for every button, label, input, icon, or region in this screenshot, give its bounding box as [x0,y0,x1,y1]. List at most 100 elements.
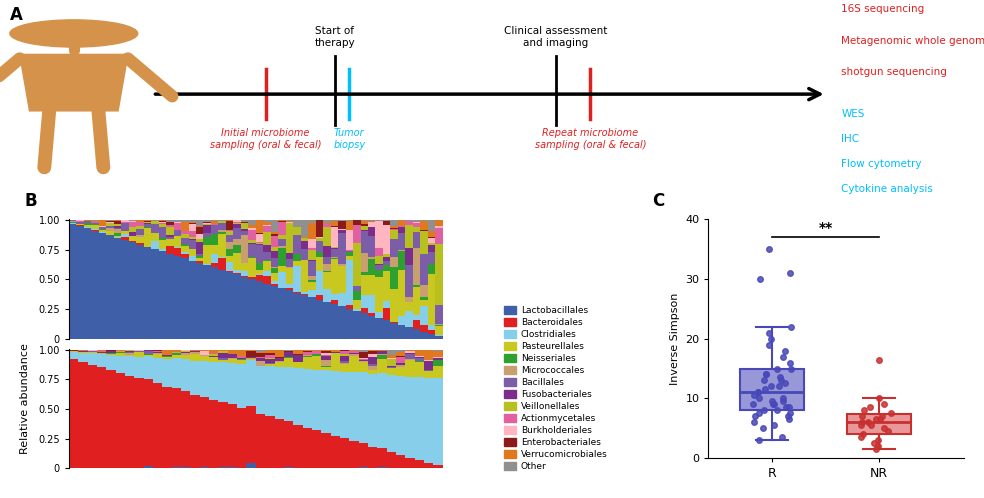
Point [853,433,869,441]
Bar [88,354,97,365]
Bar [368,316,376,339]
Text: WES: WES [841,109,865,119]
Bar [106,355,116,370]
Bar [129,236,136,241]
Bar [293,220,301,227]
Bar [247,351,256,357]
Bar [92,230,98,231]
Bar [210,350,218,353]
Point [871,394,887,402]
Bar [360,226,368,230]
Bar [166,225,173,227]
Bar [241,220,248,222]
Bar [136,226,144,229]
Bar [98,233,106,339]
Bar [200,355,210,356]
Point [877,424,892,432]
Bar [106,224,114,226]
Bar [338,229,345,230]
Bar [129,242,136,339]
Bar [210,357,218,363]
Bar [368,358,378,364]
Bar [323,264,331,271]
Bar [204,245,211,263]
Point [870,436,886,444]
Bar [340,357,349,361]
Point [863,403,879,411]
Bar [387,355,397,358]
Bar [405,248,413,265]
Bar [218,231,226,232]
Bar [144,228,152,247]
Bar [368,374,378,447]
Point [758,385,773,393]
Bar [173,236,181,247]
Bar [303,369,312,427]
Bar [275,419,284,468]
Bar [424,361,434,371]
Point [872,356,888,364]
Bar [285,267,293,284]
Bar [420,297,428,299]
Text: **: ** [819,221,832,235]
Bar [98,230,106,232]
Point [874,412,890,420]
Point [761,341,776,349]
Bar [218,351,228,353]
Bar [181,234,189,238]
Bar [256,242,264,243]
Bar [248,241,256,243]
Bar [196,256,204,257]
Bar [308,290,316,297]
Bar [181,252,189,254]
Bar [424,378,434,463]
Bar [323,228,331,246]
Bar [415,377,424,460]
Bar [353,300,360,309]
Bar [434,465,443,468]
Point [774,394,790,402]
Bar [256,263,264,270]
Bar [181,246,189,252]
Bar [106,353,116,354]
Bar [322,355,331,356]
Bar [293,369,303,425]
Bar [420,306,428,325]
Bar [316,295,323,300]
Point [772,374,788,381]
Bar [376,312,383,318]
Bar [121,240,129,339]
Bar [284,357,293,358]
Bar [200,361,210,397]
Text: Metagenomic whole genome: Metagenomic whole genome [841,35,984,45]
Bar [312,357,322,370]
Bar [387,359,397,366]
Bar [264,261,271,271]
Bar [424,350,434,360]
Bar [233,273,241,274]
Bar [331,227,338,248]
Bar [92,229,98,230]
Point [761,329,776,337]
Bar [308,239,316,248]
Bar [173,220,181,222]
Bar [228,404,237,467]
Bar [275,361,284,362]
Bar [376,263,383,265]
Bar [181,355,191,359]
Bar [241,271,248,276]
Bar [413,329,420,339]
Bar [218,270,226,339]
Bar [154,351,162,352]
Bar [79,362,88,468]
Bar [256,361,266,366]
Bar [322,353,331,355]
Bar [368,350,378,351]
Bar [196,242,204,254]
Bar [413,223,420,227]
Bar [391,323,398,339]
Bar [271,283,278,286]
Bar [106,223,114,224]
Bar [256,358,266,361]
Bar [331,226,338,227]
